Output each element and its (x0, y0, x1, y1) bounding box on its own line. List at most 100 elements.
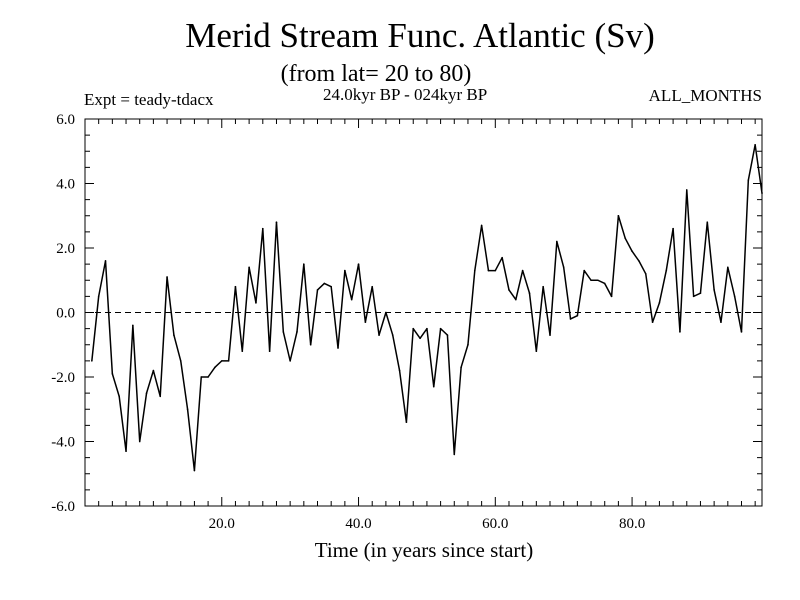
data-point (234, 285, 237, 288)
data-point (275, 221, 278, 223)
data-point (412, 327, 415, 330)
data-point (631, 250, 633, 253)
data-point (473, 269, 476, 272)
data-point (159, 395, 162, 398)
data-point (111, 372, 114, 375)
data-point (255, 302, 257, 304)
data-point (241, 350, 244, 353)
data-point (535, 350, 538, 353)
data-point (248, 266, 250, 269)
chart-subtitle: (from lat= 20 to 80) (280, 61, 472, 87)
x-tick-label: 60.0 (482, 516, 508, 532)
y-tick-label: 6.0 (56, 112, 75, 128)
data-point (200, 376, 203, 378)
data-point (569, 318, 572, 320)
data-point (220, 360, 223, 362)
data-point (97, 295, 100, 298)
data-point (528, 292, 531, 294)
x-tick-label: 80.0 (619, 516, 645, 532)
data-point (138, 440, 141, 443)
data-point (179, 360, 182, 362)
data-point (309, 343, 312, 346)
data-point (754, 144, 756, 146)
data-point (104, 260, 107, 262)
data-point (391, 334, 394, 336)
months-label: ALL_MONTHS (648, 86, 762, 105)
data-point (439, 327, 442, 330)
x-axis-title: Time (in years since start) (314, 538, 534, 562)
data-point (426, 327, 428, 330)
data-point (480, 224, 483, 227)
data-point (494, 269, 497, 272)
data-point (747, 179, 750, 182)
data-point (603, 282, 606, 285)
data-point (268, 350, 271, 353)
data-point (214, 366, 216, 369)
data-point (549, 334, 551, 336)
data-point (692, 295, 695, 298)
data-point (152, 369, 155, 372)
data-point (289, 360, 291, 362)
x-tick-label: 40.0 (345, 516, 371, 532)
x-tick-label: 20.0 (209, 516, 235, 532)
data-point (515, 298, 517, 301)
data-point (699, 292, 702, 294)
series-line (91, 144, 763, 472)
data-point (658, 302, 661, 304)
data-point (357, 263, 360, 265)
data-point (303, 263, 305, 265)
data-point (727, 266, 729, 269)
y-tick-label: 4.0 (56, 177, 75, 193)
data-point (193, 469, 196, 472)
data-point (638, 260, 640, 262)
data-point (761, 192, 763, 194)
data-point (330, 285, 332, 288)
data-point (385, 311, 387, 314)
data-point (583, 269, 586, 272)
y-tick-label: -4.0 (51, 435, 75, 451)
data-point (282, 331, 285, 333)
data-point (316, 289, 319, 291)
period-label: 24.0kyr BP - 024kyr BP (323, 85, 488, 104)
data-point (508, 289, 510, 291)
data-point (733, 295, 736, 298)
data-point (679, 331, 681, 333)
data-point (651, 321, 654, 323)
data-point (672, 227, 674, 230)
data-point (419, 337, 421, 340)
data-point (446, 334, 449, 336)
data-point (166, 276, 168, 278)
data-point (562, 266, 565, 269)
data-point (398, 369, 401, 372)
y-tick-label: -6.0 (51, 499, 75, 515)
data-point (261, 227, 264, 230)
data-point (590, 279, 592, 282)
data-point (713, 289, 715, 291)
data-point (644, 273, 647, 275)
y-tick-label: 2.0 (56, 241, 75, 257)
data-point (556, 240, 558, 243)
data-point (597, 279, 599, 282)
data-point (617, 214, 620, 217)
data-point (576, 314, 579, 317)
data-point (720, 321, 722, 323)
data-point (371, 285, 374, 288)
data-point (501, 256, 503, 259)
data-point (378, 334, 380, 336)
y-tick-label: 0.0 (56, 306, 75, 322)
data-point (467, 343, 469, 346)
data-point (740, 331, 743, 333)
experiment-label: Expt = teady-tdacx (84, 90, 214, 109)
data-point (665, 269, 668, 272)
data-point (432, 385, 435, 388)
y-tick-label: -2.0 (51, 370, 75, 386)
data-point (453, 453, 456, 456)
data-point (145, 392, 148, 394)
data-point (521, 269, 524, 272)
data-point (323, 282, 326, 285)
data-point (118, 395, 120, 398)
data-point (173, 334, 175, 336)
data-point (186, 408, 189, 411)
data-point (610, 295, 613, 298)
data-point (296, 331, 298, 333)
